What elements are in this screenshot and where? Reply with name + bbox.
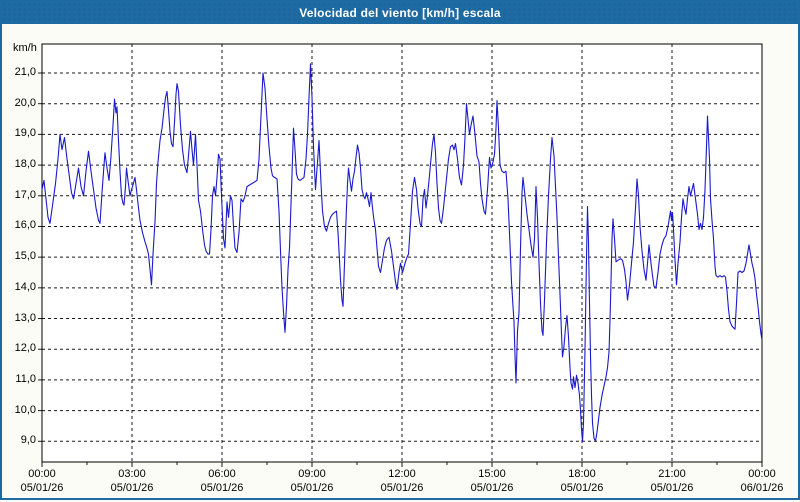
y-axis-tick-label: 17,0: [14, 188, 36, 201]
plot-border: [41, 43, 763, 463]
y-axis-tick-label: 11,0: [15, 372, 36, 385]
x-axis-time-label: 00:00: [748, 468, 776, 480]
x-axis-time-label: 21:00: [658, 468, 686, 480]
y-axis-tick-label: 9,0: [20, 434, 36, 447]
chart-title: Velocidad del viento [km/h] escala: [299, 6, 501, 20]
x-axis-date-label: 06/01/26: [740, 482, 784, 494]
x-axis-date-label: 05/01/26: [470, 482, 514, 494]
y-axis-tick-label: 18,0: [14, 158, 36, 171]
x-axis-time-label: 06:00: [208, 468, 236, 480]
x-axis-time-label: 03:00: [118, 468, 146, 480]
y-axis-tick-label: 14,0: [14, 280, 36, 293]
x-axis-date-label: 05/01/26: [290, 482, 334, 494]
y-axis-tick-label: 20,0: [14, 96, 36, 109]
x-axis-time-label: 00:00: [28, 468, 56, 480]
x-axis-date-label: 05/01/26: [20, 482, 64, 494]
x-axis-time-label: 12:00: [388, 468, 416, 480]
y-axis-tick-label: 16,0: [14, 219, 36, 232]
y-axis-tick-label: 19,0: [14, 127, 36, 140]
y-axis-tick-label: 21,0: [14, 66, 36, 78]
y-axis-tick-label: 13,0: [14, 311, 36, 324]
x-axis-time-label: 09:00: [298, 468, 326, 480]
x-axis-time-label: 18:00: [568, 468, 596, 480]
wind-speed-series-line: [41, 63, 763, 442]
x-axis-date-label: 05/01/26: [380, 482, 424, 494]
x-axis-date-label: 05/01/26: [560, 482, 604, 494]
x-axis-date-label: 05/01/26: [650, 482, 694, 494]
y-axis-tick-label: 10,0: [14, 403, 36, 416]
chart-title-bar: Velocidad del viento [km/h] escala: [2, 2, 798, 24]
y-axis-unit-label: km/h: [13, 42, 37, 54]
x-axis-time-label: 15:00: [478, 468, 506, 480]
y-axis-tick-label: 15,0: [14, 250, 36, 263]
x-axis-date-label: 05/01/26: [110, 482, 154, 494]
y-axis-tick-label: 12,0: [14, 342, 36, 355]
x-axis-date-label: 05/01/26: [200, 482, 244, 494]
